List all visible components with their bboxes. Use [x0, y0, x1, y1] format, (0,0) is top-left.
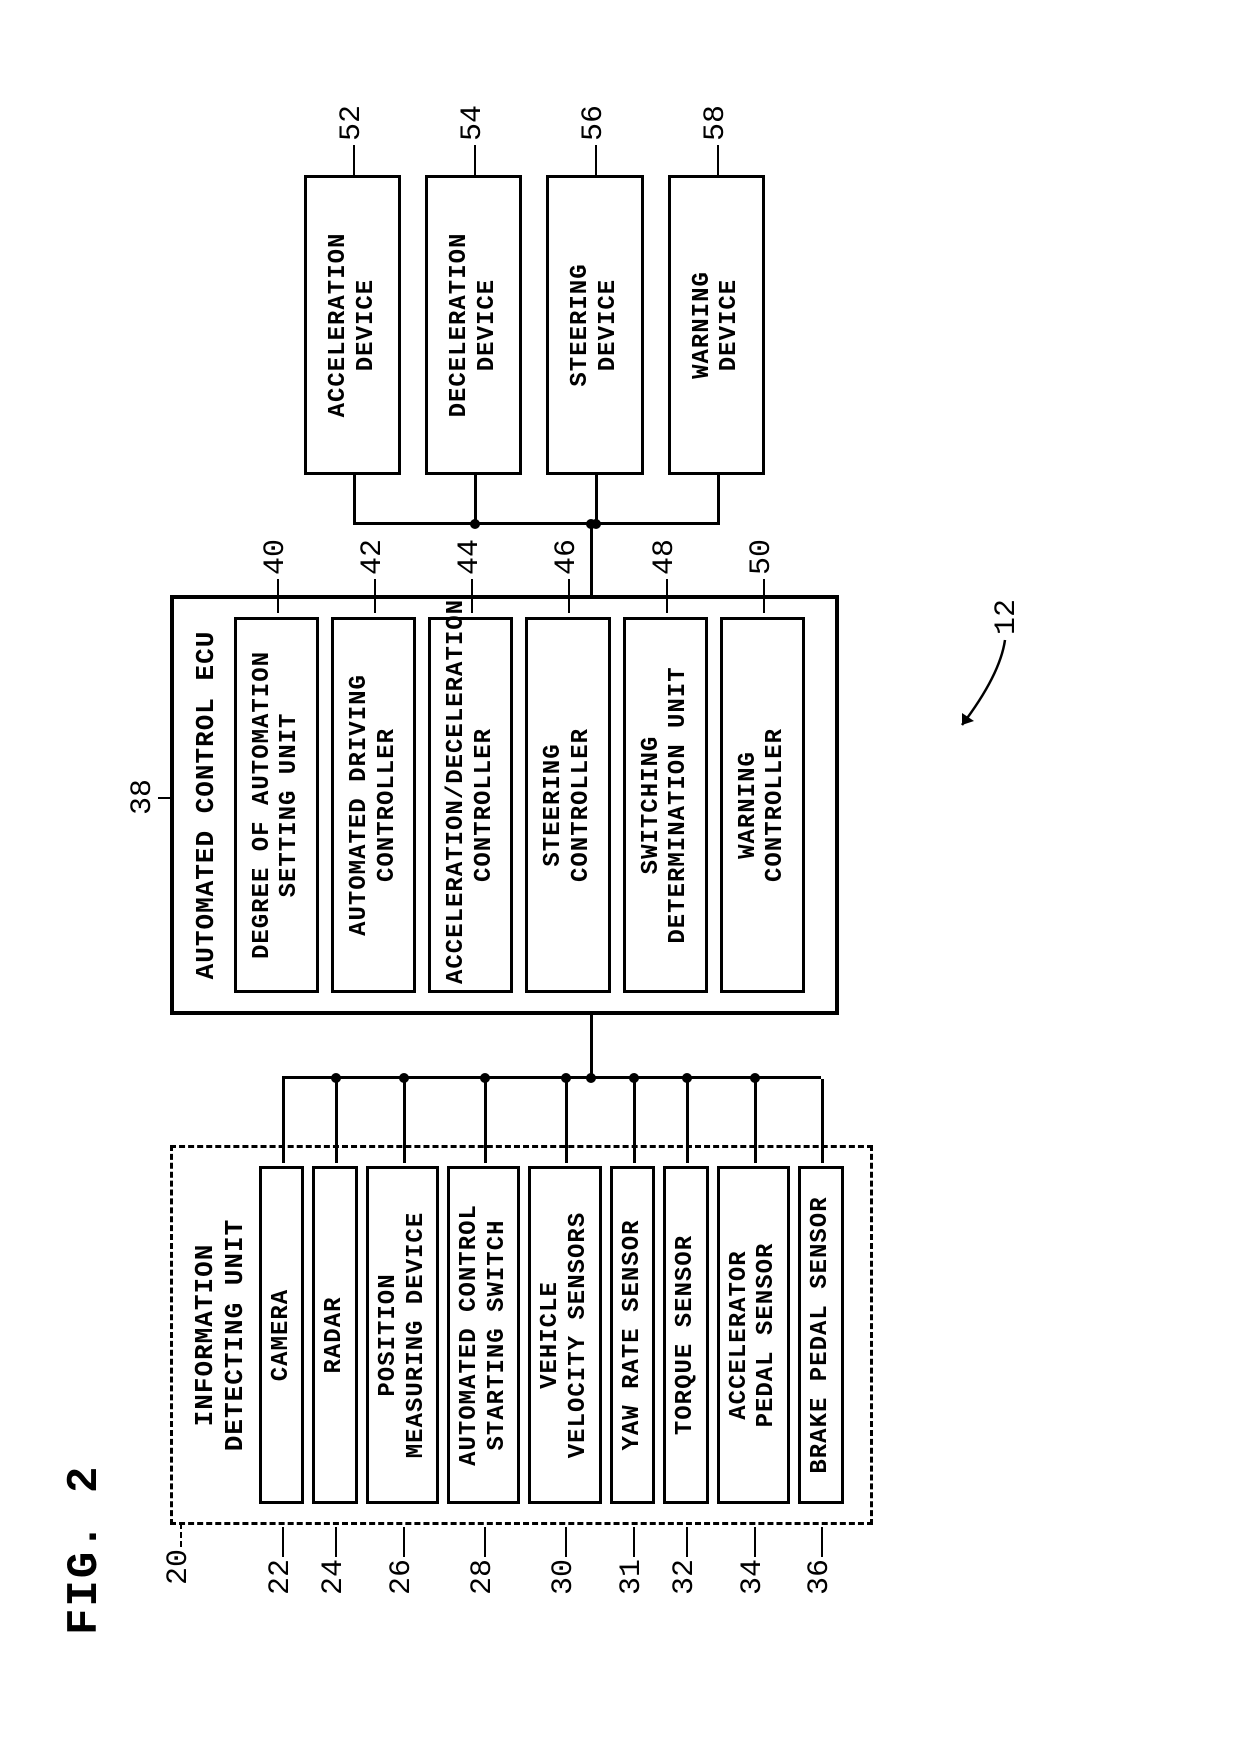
- ref-38: 38: [126, 779, 160, 815]
- detecting-block: YAW RATE SENSOR: [610, 1166, 656, 1504]
- detecting-block: RADAR: [312, 1166, 358, 1504]
- detecting-unit-column: INFORMATIONDETECTING UNIT CAMERARADARPOS…: [170, 1145, 873, 1525]
- leader-left: [565, 1527, 567, 1557]
- ref-left: 26: [385, 1559, 419, 1595]
- ecu-block: WARNINGCONTROLLER: [720, 617, 805, 993]
- ref-output: 54: [456, 105, 490, 141]
- leader-ecu: [568, 579, 570, 613]
- bus-dot-left: [586, 1073, 596, 1083]
- ref-output: 52: [335, 105, 369, 141]
- ref-left: 36: [803, 1559, 837, 1595]
- ref-left: 32: [668, 1559, 702, 1595]
- output-block: DECELERATIONDEVICE: [425, 175, 522, 475]
- ref-left: 24: [317, 1559, 351, 1595]
- leader-ecu: [277, 579, 279, 613]
- right-stub: [353, 475, 356, 525]
- right-bus-vline: [353, 522, 717, 525]
- leader-20: [180, 1523, 182, 1547]
- ecu-title: AUTOMATED CONTROL ECU: [192, 617, 222, 993]
- ref-ecu: 44: [453, 539, 487, 575]
- detecting-block: TORQUE SENSOR: [663, 1166, 709, 1504]
- leader-output: [717, 145, 719, 175]
- right-stub: [474, 475, 477, 525]
- ref-ecu: 40: [259, 539, 293, 575]
- detecting-block: POSITIONMEASURING DEVICE: [366, 1166, 439, 1504]
- left-bus-dot: [750, 1073, 760, 1083]
- ref-20: 20: [162, 1549, 196, 1585]
- ecu-block: AUTOMATED DRIVINGCONTROLLER: [331, 617, 416, 993]
- arrow-12-icon: [950, 635, 1010, 735]
- right-bus-dot: [591, 519, 601, 529]
- left-bus-dot: [629, 1073, 639, 1083]
- left-bus-vline: [282, 1076, 821, 1079]
- left-stub: [686, 1079, 689, 1163]
- ref-12: 12: [990, 599, 1024, 635]
- left-stub: [335, 1079, 338, 1163]
- ref-left: 30: [547, 1559, 581, 1595]
- leader-38: [158, 797, 172, 799]
- leader-ecu: [763, 579, 765, 613]
- left-bus-dot: [561, 1073, 571, 1083]
- output-block: ACCELERATIONDEVICE: [304, 175, 401, 475]
- leader-left: [754, 1527, 756, 1557]
- leader-output: [595, 145, 597, 175]
- ref-output: 58: [699, 105, 733, 141]
- figure-label: FIG. 2: [60, 1465, 110, 1635]
- leader-output: [474, 145, 476, 175]
- detecting-block: CAMERA: [259, 1166, 305, 1504]
- ref-output: 56: [577, 105, 611, 141]
- ref-left: 31: [615, 1559, 649, 1595]
- ref-ecu: 46: [550, 539, 584, 575]
- left-stub: [484, 1079, 487, 1163]
- left-bus-dot: [331, 1073, 341, 1083]
- left-stub: [282, 1079, 285, 1163]
- ref-ecu: 50: [745, 539, 779, 575]
- detecting-block: BRAKE PEDAL SENSOR: [798, 1166, 844, 1504]
- leader-output: [353, 145, 355, 175]
- leader-left: [282, 1527, 284, 1557]
- ecu-block: STEERINGCONTROLLER: [525, 617, 610, 993]
- detecting-unit-title: INFORMATIONDETECTING UNIT: [191, 1166, 251, 1504]
- right-stub: [595, 475, 598, 525]
- ref-ecu: 48: [648, 539, 682, 575]
- leader-left: [821, 1527, 823, 1557]
- leader-ecu: [471, 579, 473, 613]
- right-bus-dot: [470, 519, 480, 529]
- detecting-block: ACCELERATORPEDAL SENSOR: [717, 1166, 790, 1504]
- leader-left: [484, 1527, 486, 1557]
- leader-left: [686, 1527, 688, 1557]
- detecting-block: AUTOMATED CONTROLSTARTING SWITCH: [447, 1166, 520, 1504]
- ref-ecu: 42: [356, 539, 390, 575]
- right-stub: [717, 475, 720, 525]
- left-bus-to-ecu: [590, 1015, 593, 1079]
- ecu-block: SWITCHINGDETERMINATION UNIT: [623, 617, 708, 993]
- ecu-block: DEGREE OF AUTOMATIONSETTING UNIT: [234, 617, 319, 993]
- output-block: WARNINGDEVICE: [668, 175, 765, 475]
- leader-left: [335, 1527, 337, 1557]
- detecting-block: VEHICLEVELOCITY SENSORS: [528, 1166, 601, 1504]
- ref-left: 34: [736, 1559, 770, 1595]
- ecu-block: ACCELERATION/DECELERATIONCONTROLLER: [428, 617, 513, 993]
- left-stub: [754, 1079, 757, 1163]
- left-stub: [821, 1079, 824, 1163]
- left-bus-dot: [682, 1073, 692, 1083]
- detecting-unit-group: INFORMATIONDETECTING UNIT CAMERARADARPOS…: [170, 1145, 873, 1525]
- left-bus-dot: [480, 1073, 490, 1083]
- ref-left: 28: [466, 1559, 500, 1595]
- left-stub: [633, 1079, 636, 1163]
- ecu-group: AUTOMATED CONTROL ECU DEGREE OF AUTOMATI…: [170, 595, 839, 1015]
- left-stub: [565, 1079, 568, 1163]
- left-bus-dot: [399, 1073, 409, 1083]
- leader-ecu: [666, 579, 668, 613]
- ref-left: 22: [264, 1559, 298, 1595]
- left-stub: [403, 1079, 406, 1163]
- ecu-column: AUTOMATED CONTROL ECU DEGREE OF AUTOMATI…: [170, 595, 839, 1015]
- diagram-root: FIG. 2 INFORMATIONDETECTING UNIT CAMERAR…: [120, 75, 1120, 1675]
- output-block: STEERINGDEVICE: [546, 175, 643, 475]
- ecu-to-right-bus: [590, 523, 593, 595]
- leader-left: [633, 1527, 635, 1557]
- leader-left: [403, 1527, 405, 1557]
- leader-ecu: [374, 579, 376, 613]
